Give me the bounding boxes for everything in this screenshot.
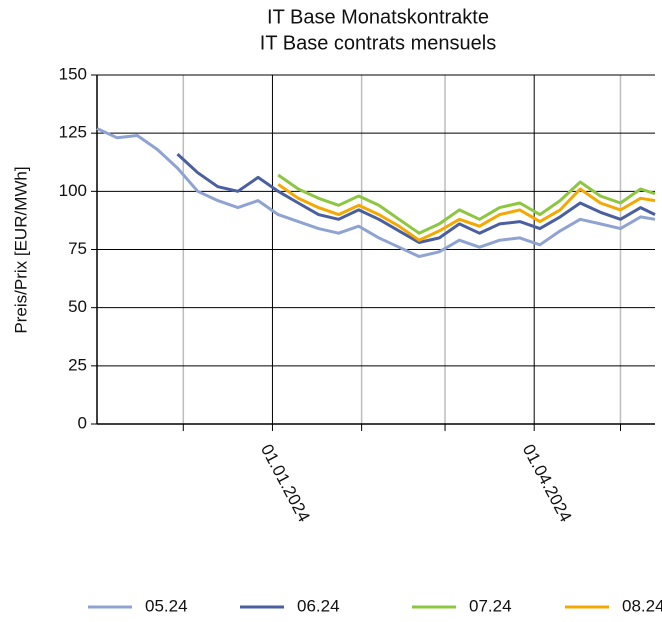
chart-subtitle: IT Base contrats mensuels bbox=[260, 32, 496, 54]
series-line bbox=[96, 127, 656, 258]
y-axis-label: Preis/Prix [EUR/MWh] bbox=[11, 166, 30, 333]
legend-label: 07.24 bbox=[469, 596, 512, 615]
y-tick-label: 50 bbox=[68, 297, 87, 316]
legend-label: 08.24 bbox=[622, 596, 662, 615]
x-tick-label: 01.04.2024 bbox=[519, 441, 576, 525]
y-tick-label: 25 bbox=[68, 355, 87, 374]
y-tick-label: 125 bbox=[59, 123, 87, 142]
chart-title: IT Base Monatskontrakte bbox=[267, 6, 489, 28]
series-line bbox=[176, 152, 656, 244]
series-line bbox=[277, 183, 656, 242]
series-line bbox=[277, 173, 656, 235]
y-tick-label: 75 bbox=[68, 239, 87, 258]
y-tick-label: 150 bbox=[59, 64, 87, 83]
legend-label: 05.24 bbox=[145, 596, 188, 615]
x-tick-label: 01.01.2024 bbox=[257, 441, 314, 525]
y-tick-label: 0 bbox=[78, 413, 87, 432]
y-tick-label: 100 bbox=[59, 181, 87, 200]
legend-label: 06.24 bbox=[297, 596, 340, 615]
